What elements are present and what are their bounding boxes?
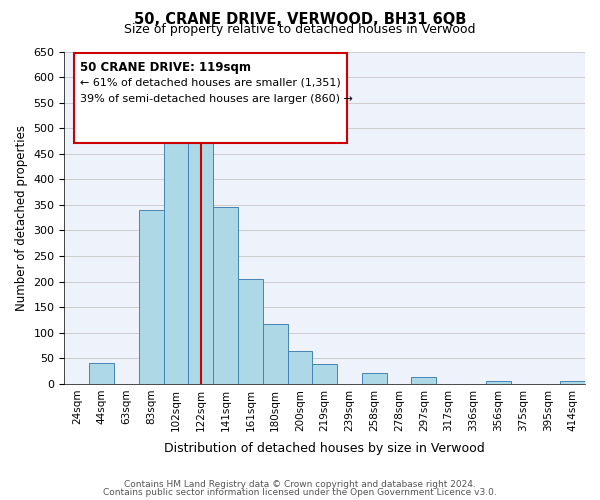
Bar xyxy=(89,363,114,384)
Bar xyxy=(486,382,511,384)
Bar xyxy=(188,108,213,384)
Bar xyxy=(560,382,585,384)
Y-axis label: Number of detached properties: Number of detached properties xyxy=(15,124,28,310)
Bar xyxy=(263,324,287,384)
Text: Contains HM Land Registry data © Crown copyright and database right 2024.: Contains HM Land Registry data © Crown c… xyxy=(124,480,476,489)
Bar xyxy=(412,378,436,384)
X-axis label: Distribution of detached houses by size in Verwood: Distribution of detached houses by size … xyxy=(164,442,485,455)
Bar xyxy=(362,373,386,384)
Text: 50 CRANE DRIVE: 119sqm: 50 CRANE DRIVE: 119sqm xyxy=(80,61,251,74)
Bar xyxy=(213,208,238,384)
Text: Contains public sector information licensed under the Open Government Licence v3: Contains public sector information licen… xyxy=(103,488,497,497)
Text: 39% of semi-detached houses are larger (860) →: 39% of semi-detached houses are larger (… xyxy=(80,94,353,104)
Bar xyxy=(238,279,263,384)
Bar xyxy=(287,350,313,384)
Text: Size of property relative to detached houses in Verwood: Size of property relative to detached ho… xyxy=(124,22,476,36)
Text: 50, CRANE DRIVE, VERWOOD, BH31 6QB: 50, CRANE DRIVE, VERWOOD, BH31 6QB xyxy=(134,12,466,26)
FancyBboxPatch shape xyxy=(74,53,347,143)
Bar xyxy=(139,210,164,384)
Text: ← 61% of detached houses are smaller (1,351): ← 61% of detached houses are smaller (1,… xyxy=(80,78,341,88)
Bar xyxy=(313,364,337,384)
Bar xyxy=(164,118,188,384)
